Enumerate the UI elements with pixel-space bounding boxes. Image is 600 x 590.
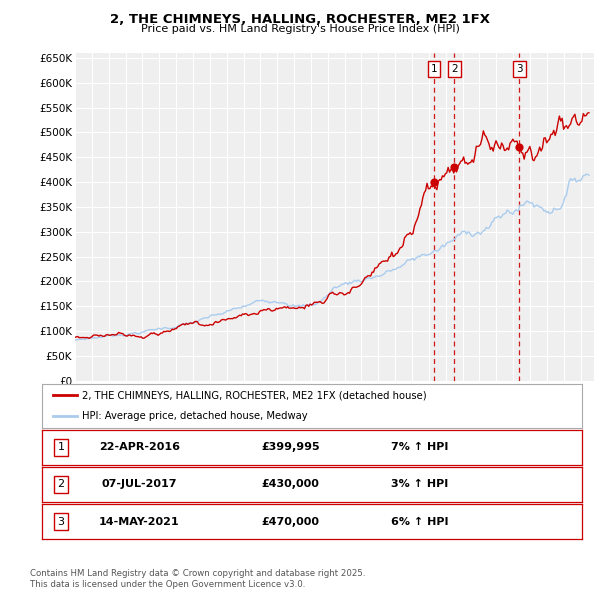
Text: £470,000: £470,000 [262, 517, 319, 526]
Text: 6% ↑ HPI: 6% ↑ HPI [391, 517, 449, 526]
Text: 7% ↑ HPI: 7% ↑ HPI [391, 442, 449, 452]
Text: Price paid vs. HM Land Registry's House Price Index (HPI): Price paid vs. HM Land Registry's House … [140, 24, 460, 34]
Text: £430,000: £430,000 [262, 480, 319, 489]
Text: 1: 1 [58, 442, 64, 452]
Text: 3% ↑ HPI: 3% ↑ HPI [391, 480, 449, 489]
Point [515, 143, 524, 152]
Text: 1: 1 [431, 64, 437, 74]
Text: 3: 3 [516, 64, 523, 74]
Text: HPI: Average price, detached house, Medway: HPI: Average price, detached house, Medw… [83, 411, 308, 421]
Text: 14-MAY-2021: 14-MAY-2021 [99, 517, 179, 526]
Text: Contains HM Land Registry data © Crown copyright and database right 2025.
This d: Contains HM Land Registry data © Crown c… [30, 569, 365, 589]
Point [429, 178, 439, 187]
Text: 2: 2 [58, 480, 64, 489]
Text: 3: 3 [58, 517, 64, 526]
Point [449, 162, 459, 172]
Text: 2: 2 [451, 64, 458, 74]
Text: 2, THE CHIMNEYS, HALLING, ROCHESTER, ME2 1FX: 2, THE CHIMNEYS, HALLING, ROCHESTER, ME2… [110, 13, 490, 26]
Text: 22-APR-2016: 22-APR-2016 [99, 442, 180, 452]
Text: 07-JUL-2017: 07-JUL-2017 [101, 480, 177, 489]
Text: 2, THE CHIMNEYS, HALLING, ROCHESTER, ME2 1FX (detached house): 2, THE CHIMNEYS, HALLING, ROCHESTER, ME2… [83, 391, 427, 401]
Text: £399,995: £399,995 [261, 442, 320, 452]
